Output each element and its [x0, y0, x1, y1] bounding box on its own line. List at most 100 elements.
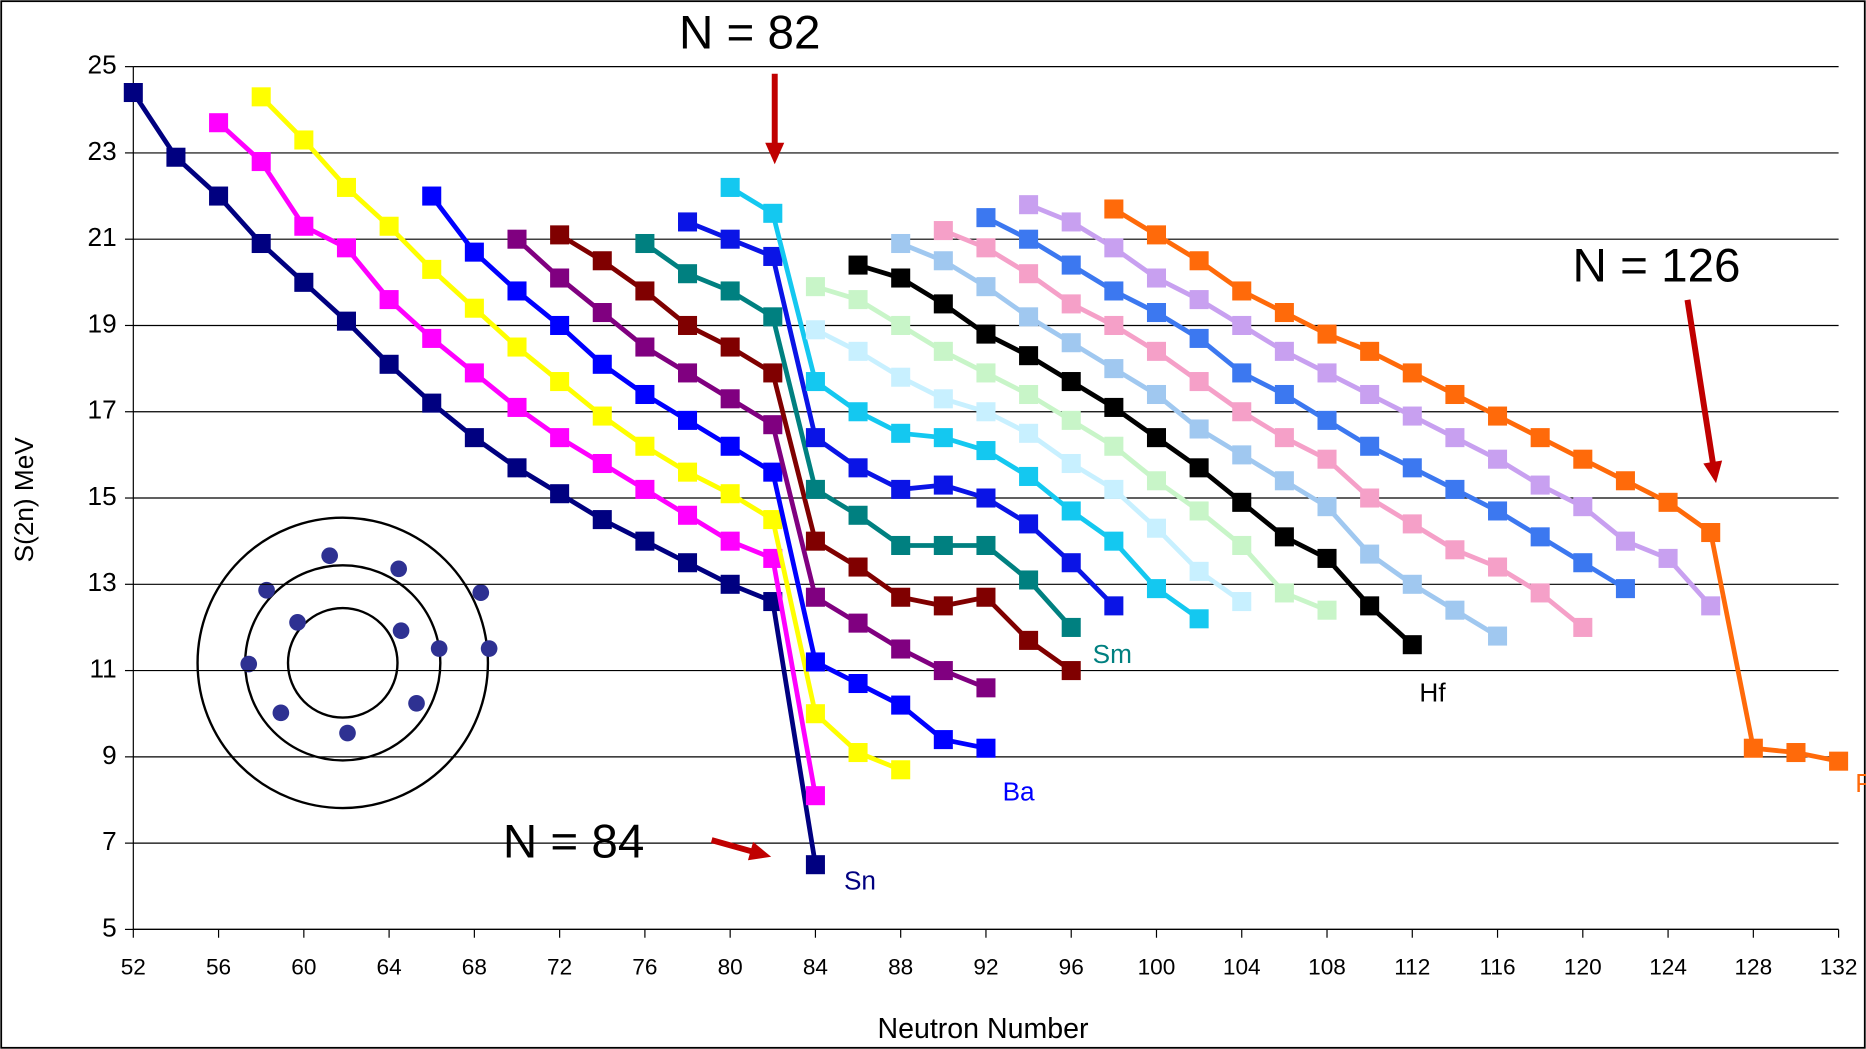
x-tick-label: 104 — [1223, 955, 1261, 980]
annotation-arrow — [710, 837, 756, 856]
data-point — [1445, 384, 1465, 405]
data-point — [1061, 661, 1081, 681]
y-tick-label: 25 — [88, 50, 117, 80]
data-point — [976, 402, 996, 422]
data-point — [1360, 488, 1380, 508]
data-point — [1488, 557, 1508, 577]
data-point — [1104, 436, 1124, 456]
data-point — [507, 337, 527, 357]
data-point — [1061, 255, 1081, 275]
data-point — [1146, 518, 1167, 538]
data-point — [464, 428, 484, 448]
data-point — [1829, 751, 1849, 771]
y-tick-label: 7 — [102, 826, 117, 856]
y-tick-label: 23 — [88, 136, 117, 166]
data-point — [1104, 596, 1124, 616]
data-point — [1701, 523, 1721, 543]
data-point — [1146, 303, 1167, 323]
data-point — [933, 221, 953, 241]
data-point — [635, 436, 655, 456]
annotation-arrowhead — [1703, 460, 1723, 484]
data-point — [1189, 328, 1209, 348]
data-point — [1189, 501, 1209, 521]
data-point — [933, 251, 953, 271]
data-point — [1019, 570, 1039, 590]
data-point — [294, 216, 314, 236]
data-point — [933, 389, 953, 409]
data-point — [1104, 315, 1124, 335]
data-point — [891, 315, 911, 335]
data-point — [635, 281, 655, 301]
data-point — [848, 557, 868, 577]
data-point — [805, 277, 825, 297]
data-point — [635, 337, 655, 357]
data-point — [976, 277, 996, 297]
series-label: Sm — [1093, 639, 1132, 669]
data-point — [592, 303, 612, 323]
data-point — [507, 229, 527, 249]
data-point — [1019, 514, 1039, 534]
data-point — [1701, 596, 1721, 616]
data-point — [678, 553, 698, 573]
data-point — [1232, 592, 1252, 612]
data-point — [1445, 540, 1465, 560]
data-point — [336, 311, 356, 331]
data-point — [1019, 346, 1039, 366]
series — [678, 212, 1124, 616]
data-point — [891, 695, 911, 715]
data-point — [464, 363, 484, 383]
data-point — [678, 264, 698, 284]
data-point — [848, 341, 868, 361]
y-tick-label: 5 — [102, 912, 117, 942]
y-tick-label: 11 — [89, 653, 116, 683]
data-point — [209, 113, 229, 133]
annotation-arrowhead — [747, 841, 772, 861]
data-point — [1317, 600, 1337, 620]
data-point — [123, 83, 143, 103]
series: Hf — [848, 255, 1446, 708]
data-point — [1488, 501, 1508, 521]
data-point — [1402, 574, 1422, 594]
data-point — [891, 587, 911, 607]
data-point — [763, 203, 783, 223]
data-point — [1274, 428, 1294, 448]
x-tick-label: 128 — [1734, 955, 1772, 980]
data-point — [635, 479, 655, 499]
data-point — [976, 324, 996, 344]
x-tick-label: 80 — [718, 955, 743, 980]
atom-icon — [196, 516, 498, 810]
data-point — [1104, 238, 1124, 258]
series: Pb — [1104, 199, 1866, 798]
series-label: Ba — [1003, 776, 1035, 806]
data-point — [1146, 428, 1167, 448]
data-point — [1530, 428, 1550, 448]
x-tick-label: 124 — [1649, 955, 1687, 980]
data-point — [422, 328, 442, 348]
x-tick-label: 76 — [632, 955, 657, 980]
data-point — [848, 402, 868, 422]
data-point — [720, 177, 740, 197]
data-point — [379, 290, 399, 310]
data-point — [1402, 635, 1422, 655]
data-point — [379, 354, 399, 374]
data-point — [1104, 479, 1124, 499]
data-point — [1530, 475, 1550, 495]
data-point — [891, 423, 911, 443]
data-point — [1402, 514, 1422, 534]
data-point — [1360, 384, 1380, 405]
series — [1019, 195, 1721, 616]
data-point — [805, 652, 825, 672]
data-point — [1317, 548, 1337, 568]
data-point — [933, 730, 953, 750]
data-point — [379, 216, 399, 236]
data-point — [1360, 596, 1380, 616]
data-point — [1146, 225, 1167, 245]
data-point — [1146, 384, 1167, 405]
x-tick-label: 92 — [973, 955, 998, 980]
y-tick-label: 9 — [102, 740, 117, 770]
data-point — [1189, 419, 1209, 439]
data-point — [1360, 341, 1380, 361]
data-point — [251, 233, 271, 254]
data-point — [422, 393, 442, 413]
x-tick-label: 52 — [121, 955, 146, 980]
